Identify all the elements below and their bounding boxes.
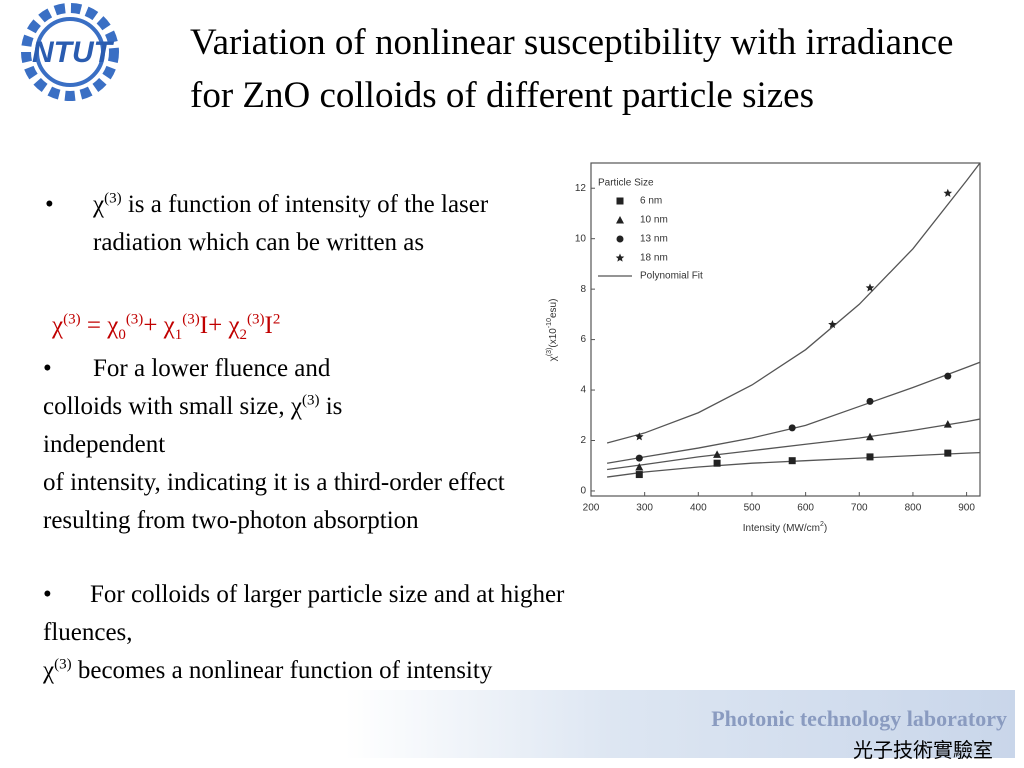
text: 0	[118, 327, 126, 343]
text: χ	[52, 312, 64, 339]
legend-label: 6 nm	[640, 196, 662, 207]
legend-title: Particle Size	[598, 178, 654, 189]
fit-line	[606, 361, 981, 464]
y-tick-label: 2	[580, 435, 586, 446]
text: For a lower fluence and	[93, 355, 331, 382]
data-point	[635, 432, 644, 441]
legend-label: Polynomial Fit	[640, 271, 703, 282]
data-point	[944, 449, 952, 457]
x-tick-label: 500	[744, 503, 761, 514]
data-point	[866, 432, 875, 441]
footer: Photonic technology laboratory 光子技術實驗室	[345, 690, 1015, 762]
data-point	[866, 397, 874, 405]
text: 1	[174, 327, 183, 343]
formula: χ(3) = χ0(3)+ χ1(3)I+ χ2(3)I2	[52, 307, 280, 345]
text: χ	[548, 355, 559, 361]
legend-label: 18 nm	[640, 253, 668, 264]
x-tick-label: 400	[690, 503, 707, 514]
y-tick-label: 12	[575, 183, 587, 194]
text: χ	[43, 657, 55, 684]
text: (x10	[548, 328, 559, 348]
text: = χ	[80, 312, 119, 339]
text: (3)	[104, 190, 122, 207]
legend-label: 13 nm	[640, 234, 668, 245]
legend-marker	[615, 253, 625, 262]
text: is	[319, 393, 343, 420]
text: (3)	[247, 311, 265, 328]
x-tick-label: 700	[851, 503, 868, 514]
lab-name: Photonic technology laboratory	[711, 706, 1007, 731]
text: + χ	[143, 312, 175, 339]
text: I+ χ	[199, 312, 240, 339]
text: independent	[43, 431, 166, 458]
fit-line	[607, 451, 981, 478]
data-point	[944, 372, 952, 380]
x-axis-label: Intensity (MW/cm2)	[743, 521, 827, 534]
legend-label: 10 nm	[640, 215, 668, 226]
y-tick-label: 10	[575, 233, 587, 244]
text: (3)	[546, 348, 553, 357]
text: )	[824, 523, 827, 534]
text: (3)	[182, 311, 200, 328]
y-tick-label: 0	[580, 486, 586, 497]
data-point	[788, 457, 796, 465]
slide-title: Variation of nonlinear susceptibility wi…	[190, 22, 954, 116]
y-tick-label: 4	[580, 385, 586, 396]
data-point	[635, 454, 643, 462]
data-point	[866, 453, 874, 461]
bullet-text: χ(3) is a function of intensity of the l…	[93, 186, 533, 262]
fit-line	[606, 162, 981, 444]
text: esu)	[548, 299, 559, 318]
data-point	[865, 283, 875, 292]
logo: NTUT	[21, 3, 119, 101]
text: (3)	[301, 392, 320, 409]
text: (3)	[125, 311, 144, 328]
data-point	[635, 462, 644, 471]
bullet-dot: •	[43, 581, 52, 608]
logo-text: NTUT	[32, 36, 115, 69]
x-tick-label: 200	[583, 503, 600, 514]
text: colloids with small size, χ	[43, 393, 302, 420]
bullet-text: • For a lower fluence and colloids with sm…	[43, 350, 558, 540]
text: 2	[239, 327, 248, 343]
text: 2	[272, 311, 281, 328]
text: I	[264, 312, 273, 339]
plot-frame	[590, 162, 981, 497]
text: χ	[93, 191, 105, 218]
data-point	[943, 188, 953, 197]
text: of intensity, indicating it is a third-o…	[43, 469, 505, 534]
x-tick-label: 800	[905, 503, 922, 514]
y-tick-label: 6	[580, 334, 586, 345]
text: 2	[820, 521, 824, 528]
legend-marker	[616, 235, 624, 243]
y-tick-label: 8	[580, 284, 586, 295]
text: is a function of intensity of the laser …	[93, 191, 489, 256]
text: (3)	[63, 311, 81, 328]
lab-name-zh: 光子技術實驗室	[853, 738, 993, 762]
text: -10	[546, 318, 553, 328]
data-point	[828, 319, 837, 329]
bullet-text: • For colloids of larger particle size an…	[43, 576, 573, 690]
data-point	[788, 424, 796, 432]
text: becomes a nonlinear function of intensit…	[71, 657, 493, 684]
data-point	[713, 459, 721, 467]
y-axis-label: χ(3)(x10-10esu)	[546, 299, 559, 362]
legend-marker	[616, 197, 624, 205]
data-point	[713, 450, 722, 458]
data-point	[943, 420, 952, 428]
text: Intensity (MW/cm	[743, 523, 820, 534]
x-tick-label: 600	[797, 503, 814, 514]
x-tick-label: 300	[636, 503, 653, 514]
x-tick-label: 900	[958, 503, 975, 514]
legend-marker	[616, 216, 624, 224]
bullet-dot: •	[43, 355, 52, 382]
text: (3)	[54, 656, 72, 673]
bullet-dot: •	[45, 191, 54, 218]
text: For colloids of larger particle size and…	[43, 581, 565, 646]
data-point	[635, 471, 643, 479]
